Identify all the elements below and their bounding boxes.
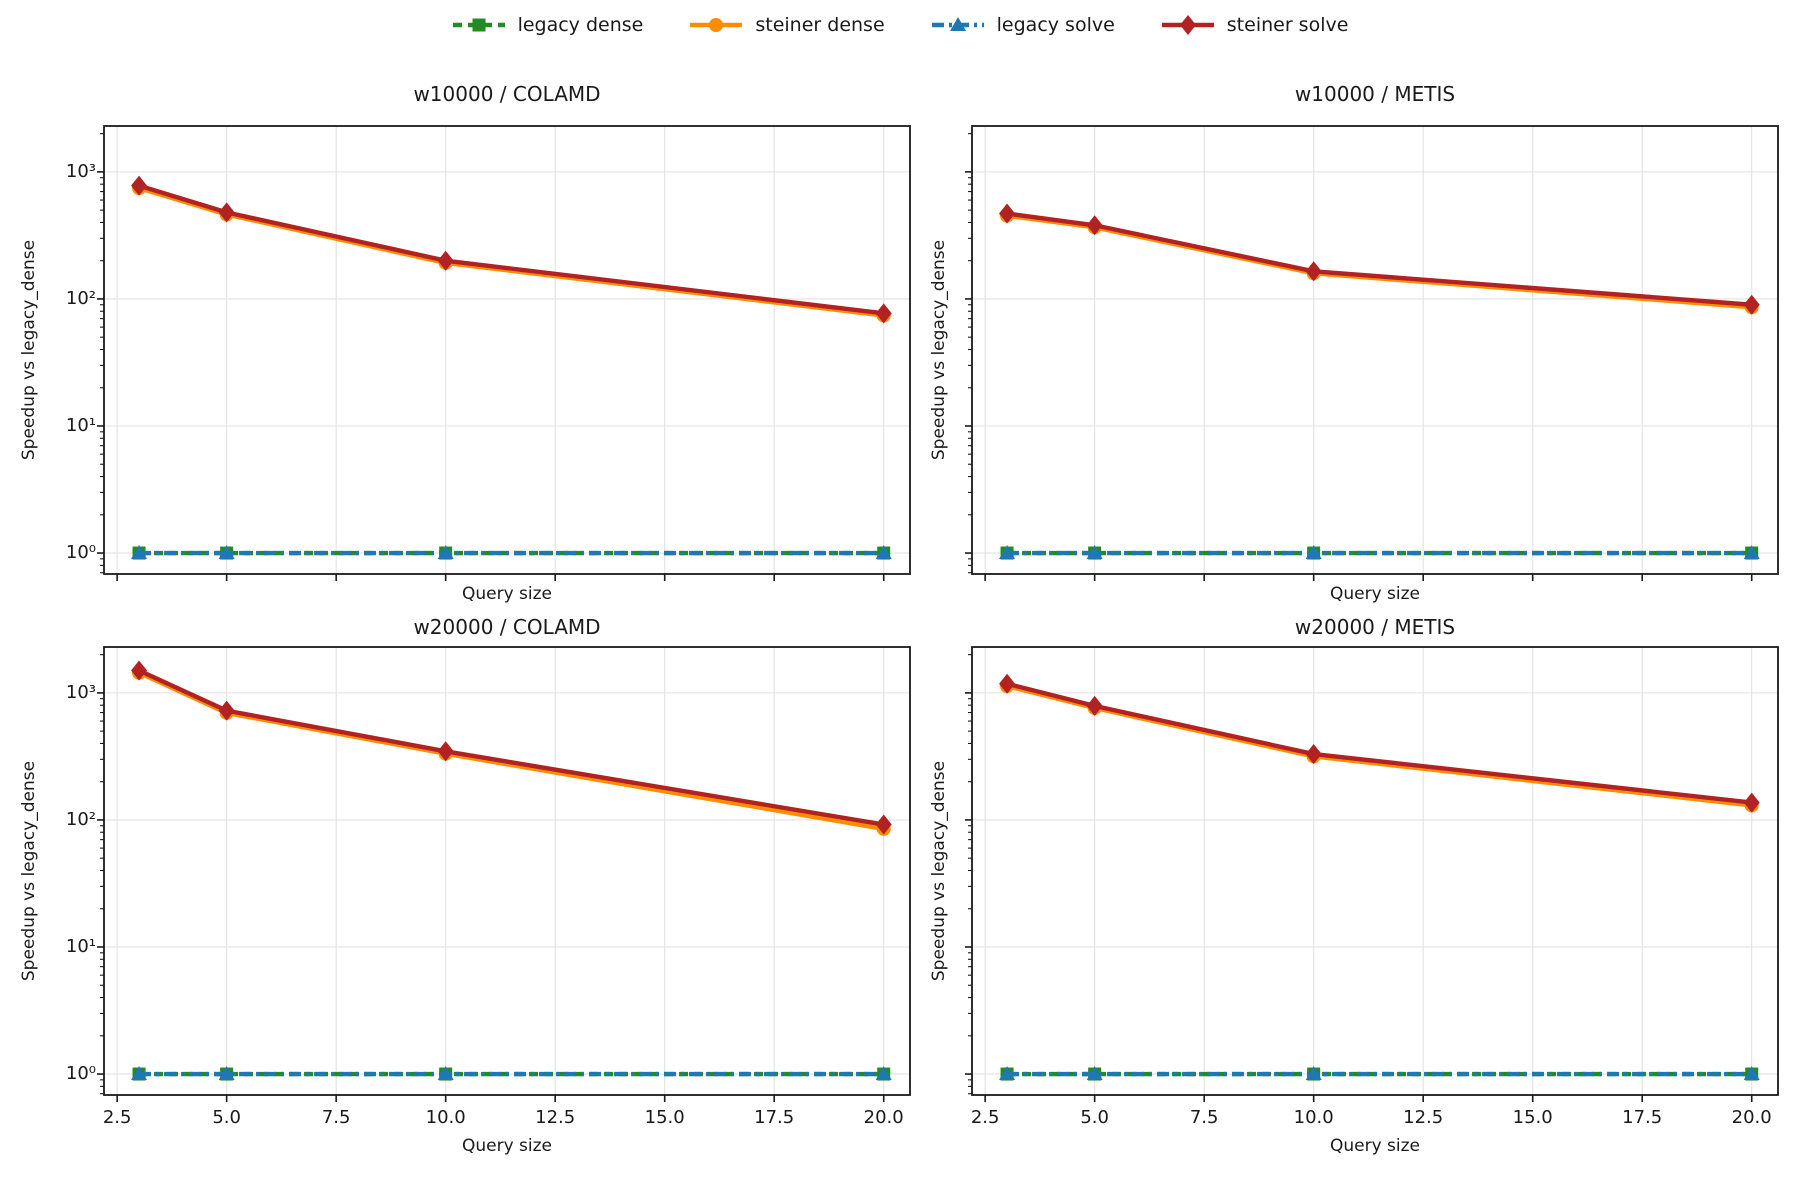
legend-item: steiner dense <box>689 12 885 38</box>
legend: legacy dense steiner dense legacy solve ste… <box>0 8 1800 42</box>
series-line-steiner-solve <box>1006 211 1752 307</box>
marker-legacy-solve <box>218 1066 235 1081</box>
x-tick-label: 2.5 <box>970 1107 1000 1128</box>
marker-steiner-solve <box>1743 792 1760 813</box>
legend-label: legacy dense <box>517 14 644 36</box>
y-tick-label: 10¹ <box>65 414 96 436</box>
x-tick-label: 15.0 <box>644 1107 685 1128</box>
legend-label: legacy solve <box>996 14 1115 36</box>
x-tick-label: 20.0 <box>863 1107 904 1128</box>
marker-legacy-solve <box>1305 1066 1322 1081</box>
x-tick-label: 2.5 <box>102 1107 132 1128</box>
subplot-title-w20000-colamd: w20000 / COLAMD <box>413 615 601 639</box>
marker-steiner-solve <box>1743 294 1760 315</box>
series-line-steiner-dense <box>138 186 884 318</box>
subplot-title-w10000-colamd: w10000 / COLAMD <box>413 82 601 106</box>
marker-steiner-solve <box>437 250 454 271</box>
marker-steiner-solve <box>131 660 148 681</box>
legend-marker <box>1179 15 1196 35</box>
x-axis-label: Query size <box>461 1136 553 1156</box>
plot-area-w10000-metis <box>965 125 1779 581</box>
marker-steiner-solve <box>1086 695 1103 716</box>
triangle-legend-icon <box>931 17 984 31</box>
x-tick-label: 5.0 <box>212 1107 241 1128</box>
x-tick-label: 5.0 <box>1080 1107 1109 1128</box>
legend-marker <box>709 18 724 32</box>
y-axis-label: Speedup vs legacy_dense <box>929 239 949 461</box>
marker-legacy-solve <box>1086 1066 1103 1081</box>
y-tick-label: 10³ <box>65 681 96 703</box>
series-line-steiner-solve <box>1006 681 1752 805</box>
marker-legacy-solve <box>1086 545 1103 560</box>
y-axis-label: Speedup vs legacy_dense <box>19 239 39 461</box>
marker-legacy-solve <box>999 545 1016 560</box>
y-tick-label: 10⁰ <box>65 542 96 564</box>
marker-legacy-solve <box>437 545 454 560</box>
y-axis-label: Speedup vs legacy_dense <box>929 760 949 982</box>
y-tick-label: 10¹ <box>65 935 96 957</box>
diamond-legend-icon <box>1161 15 1214 35</box>
x-tick-label: 10.0 <box>1293 1107 1334 1128</box>
marker-steiner-solve <box>1305 744 1322 765</box>
marker-legacy-solve <box>1743 545 1760 560</box>
marker-legacy-solve <box>218 545 235 560</box>
plot-area-w20000-colamd <box>97 646 911 1102</box>
marker-legacy-solve <box>1743 1066 1760 1081</box>
marker-legacy-solve <box>131 1066 148 1081</box>
subplot-title-w10000-metis: w10000 / METIS <box>1294 82 1456 106</box>
plot-border <box>103 125 911 575</box>
marker-legacy-solve <box>131 545 148 560</box>
y-tick-label: 10⁰ <box>65 1063 96 1085</box>
series-line-steiner-dense <box>1006 684 1752 808</box>
marker-legacy-solve <box>875 1066 892 1081</box>
marker-steiner-solve <box>218 700 235 721</box>
x-axis-label: Query size <box>461 584 553 604</box>
x-tick-label: 12.5 <box>1403 1107 1444 1128</box>
legend-label: steiner dense <box>755 14 885 36</box>
marker-steiner-solve <box>1305 261 1322 282</box>
legend-item: legacy dense <box>452 12 644 38</box>
plot-area-w10000-colamd <box>97 125 911 581</box>
x-tick-label: 7.5 <box>1189 1107 1219 1128</box>
marker-legacy-solve <box>875 545 892 560</box>
x-tick-label: 10.0 <box>425 1107 466 1128</box>
marker-steiner-solve <box>999 203 1016 224</box>
marker-steiner-solve <box>875 814 892 835</box>
series-line-steiner-solve <box>138 668 885 827</box>
marker-steiner-solve <box>131 175 148 196</box>
square-legend-icon <box>452 18 505 32</box>
plot-area-w20000-metis <box>965 646 1779 1102</box>
marker-legacy-solve <box>437 1066 454 1081</box>
circle-legend-icon <box>690 18 743 32</box>
x-tick-label: 15.0 <box>1512 1107 1553 1128</box>
x-tick-label: 12.5 <box>535 1107 576 1128</box>
y-tick-label: 10² <box>65 808 96 830</box>
legend-item: steiner solve <box>1161 12 1349 38</box>
y-axis-label: Speedup vs legacy_dense <box>19 760 39 982</box>
marker-steiner-solve <box>875 303 892 324</box>
plot-border <box>971 125 1779 575</box>
x-axis-label: Query size <box>1329 584 1421 604</box>
x-axis-label: Query size <box>1329 1136 1421 1156</box>
series-line-steiner-solve <box>138 183 884 316</box>
marker-steiner-solve <box>218 202 235 223</box>
y-tick-label: 10³ <box>65 160 96 182</box>
marker-steiner-solve <box>1086 215 1103 236</box>
legend-label: steiner solve <box>1226 14 1349 36</box>
legend-marker <box>949 17 966 31</box>
x-tick-label: 17.5 <box>754 1107 795 1128</box>
marker-legacy-solve <box>999 1066 1016 1081</box>
subplot-title-w20000-metis: w20000 / METIS <box>1294 615 1456 639</box>
legend-item: legacy solve <box>931 12 1115 38</box>
legend-marker <box>472 18 486 32</box>
marker-legacy-solve <box>1305 545 1322 560</box>
x-tick-label: 17.5 <box>1622 1107 1663 1128</box>
y-tick-label: 10² <box>65 287 96 309</box>
marker-steiner-solve <box>437 741 454 762</box>
marker-steiner-solve <box>999 673 1016 694</box>
x-tick-label: 20.0 <box>1731 1107 1772 1128</box>
x-tick-label: 7.5 <box>321 1107 351 1128</box>
